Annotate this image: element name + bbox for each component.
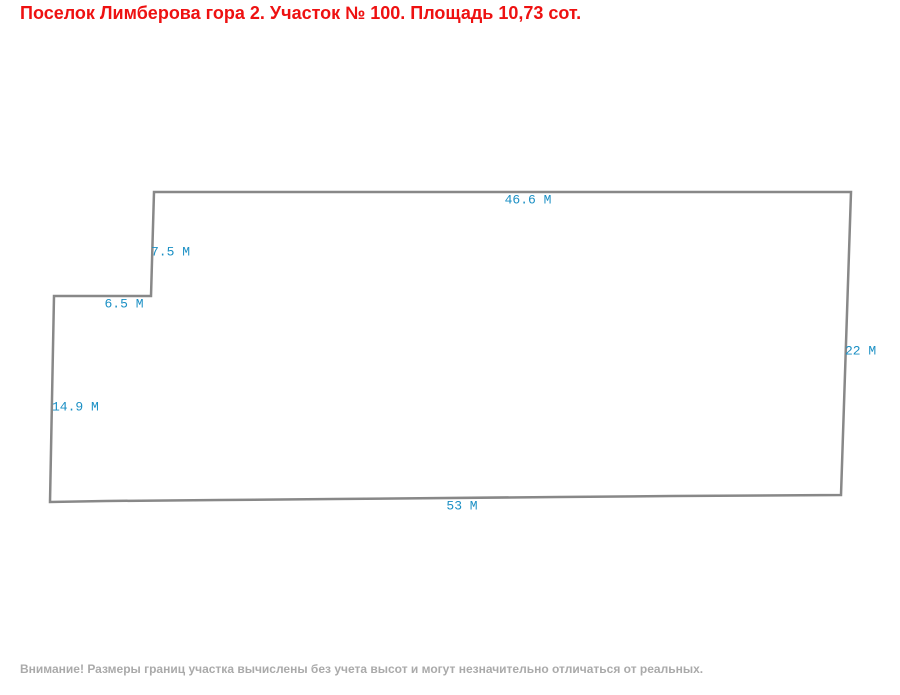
edge-label: 6.5 М (104, 296, 143, 311)
edge-label: 22 М (845, 343, 876, 358)
edge-label: 53 М (446, 498, 477, 513)
edge-label: 14.9 М (52, 399, 99, 414)
title: Поселок Лимберова гора 2. Участок № 100.… (20, 3, 582, 23)
footer-note: Внимание! Размеры границ участка вычисле… (20, 662, 704, 676)
plot-boundary (48, 190, 853, 504)
edge-label: 7.5 М (151, 244, 190, 259)
edge-label: 46.6 М (505, 192, 552, 207)
